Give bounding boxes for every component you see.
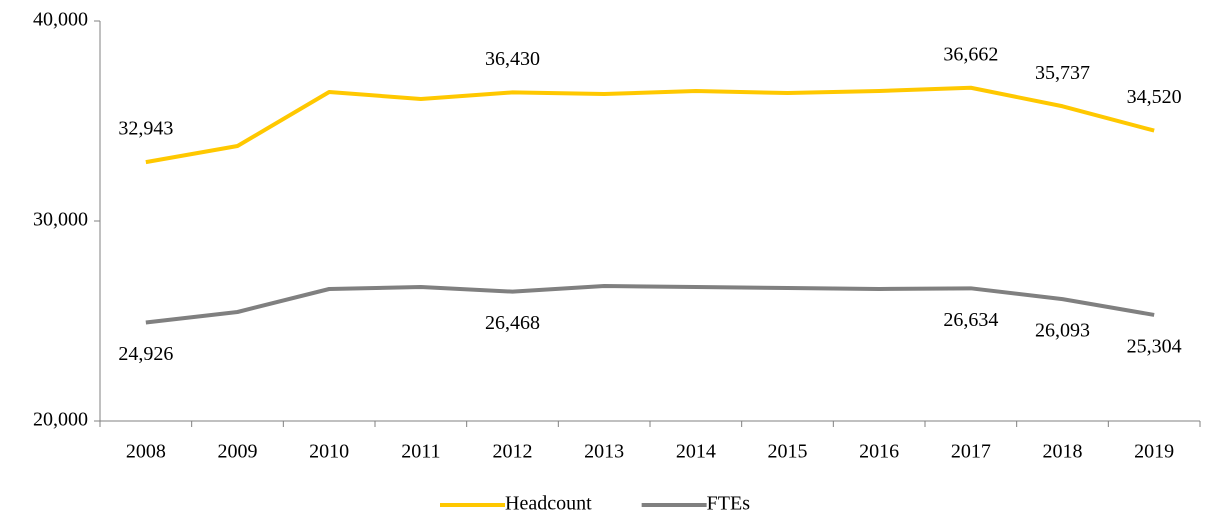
x-tick-label: 2010 — [309, 441, 349, 463]
data-label: 25,304 — [1127, 336, 1182, 358]
data-label: 34,520 — [1127, 86, 1182, 108]
x-tick-label: 2016 — [859, 441, 899, 463]
x-tick-label: 2008 — [126, 441, 166, 463]
y-tick-label: 20,000 — [33, 409, 88, 431]
x-tick-label: 2014 — [676, 441, 716, 463]
data-label: 36,430 — [485, 48, 540, 70]
legend-label: Headcount — [505, 493, 592, 515]
data-label: 24,926 — [118, 343, 173, 365]
data-label: 36,662 — [943, 43, 998, 65]
data-label: 35,737 — [1035, 62, 1090, 84]
data-label: 26,634 — [943, 309, 998, 331]
y-tick-label: 30,000 — [33, 209, 88, 231]
x-tick-label: 2015 — [768, 441, 808, 463]
x-tick-label: 2009 — [218, 441, 258, 463]
x-tick-label: 2019 — [1134, 441, 1174, 463]
data-label: 26,093 — [1035, 320, 1090, 342]
x-tick-label: 2017 — [951, 441, 991, 463]
x-tick-label: 2013 — [584, 441, 624, 463]
data-label: 26,468 — [485, 312, 540, 334]
line — [145, 85, 1155, 165]
data-label: 32,943 — [118, 118, 173, 140]
line — [145, 284, 1155, 325]
y-tick-label: 40,000 — [33, 9, 88, 31]
x-tick-label: 2012 — [493, 441, 533, 463]
legend-label: FTEs — [707, 493, 751, 515]
x-tick-label: 2018 — [1043, 441, 1083, 463]
x-tick-label: 2011 — [401, 441, 440, 463]
